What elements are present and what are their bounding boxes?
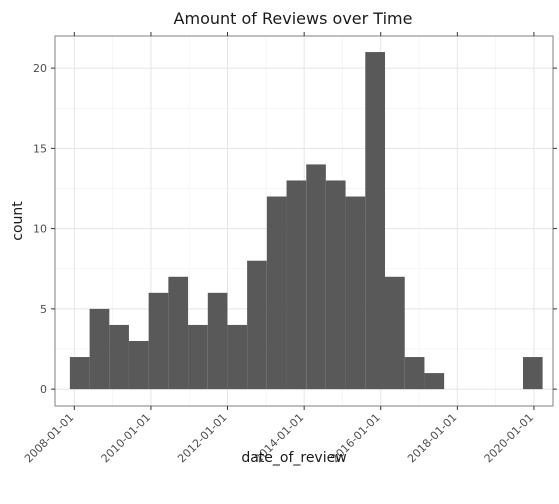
- y-axis: 0 5 10 15 20: [33, 62, 557, 396]
- x-tick-label: 2010-01-01: [99, 411, 153, 465]
- histogram-bar: [227, 324, 248, 390]
- histogram-bar: [325, 180, 346, 390]
- y-tick-label: 15: [33, 142, 47, 155]
- histogram-bar: [109, 324, 129, 390]
- histogram-bar: [69, 357, 90, 390]
- histogram-bar: [345, 196, 366, 390]
- x-axis-label: date_of_review: [241, 450, 346, 466]
- histogram-bar: [247, 260, 267, 390]
- histogram-bar: [148, 292, 169, 390]
- histogram-bar: [89, 308, 110, 390]
- histogram-bar: [424, 373, 445, 390]
- histogram-bar: [168, 276, 189, 390]
- x-tick-label: 2012-01-01: [175, 411, 229, 465]
- histogram-bar: [404, 357, 425, 390]
- histogram-bar: [128, 340, 149, 390]
- histogram-bar: [365, 52, 386, 390]
- y-axis-label: count: [10, 201, 26, 241]
- y-tick-label: 10: [33, 223, 47, 236]
- chart-title: Amount of Reviews over Time: [174, 9, 413, 28]
- histogram-bar: [266, 196, 287, 390]
- y-tick-label: 20: [33, 62, 47, 75]
- x-tick-label: 2008-01-01: [22, 411, 76, 465]
- y-tick-label: 5: [40, 303, 47, 316]
- histogram-bar: [286, 180, 307, 390]
- histogram-bar: [306, 164, 326, 390]
- histogram-bar: [523, 357, 543, 390]
- x-tick-label: 2018-01-01: [405, 411, 459, 465]
- histogram-bar: [385, 276, 405, 390]
- histogram-bar: [207, 292, 228, 390]
- y-tick-label: 0: [40, 383, 47, 396]
- histogram-bar: [188, 324, 208, 390]
- x-tick-label: 2020-01-01: [482, 411, 536, 465]
- bars: [69, 52, 543, 390]
